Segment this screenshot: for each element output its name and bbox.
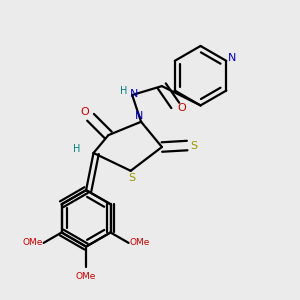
Text: H: H	[120, 85, 127, 96]
Text: O: O	[81, 107, 90, 117]
Text: OMe: OMe	[76, 272, 96, 281]
Text: N: N	[228, 53, 236, 64]
Text: OMe: OMe	[130, 238, 150, 247]
Text: S: S	[129, 173, 136, 183]
Text: N: N	[134, 111, 143, 122]
Text: S: S	[190, 140, 197, 151]
Text: H: H	[74, 143, 81, 154]
Text: N: N	[130, 88, 139, 98]
Text: OMe: OMe	[22, 238, 43, 247]
Text: O: O	[177, 103, 186, 113]
